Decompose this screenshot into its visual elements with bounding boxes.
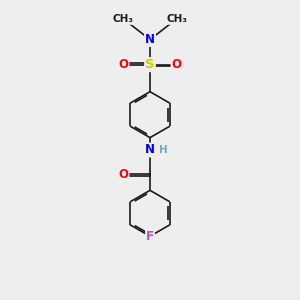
- Text: S: S: [145, 58, 155, 71]
- Text: O: O: [172, 58, 182, 71]
- Text: CH₃: CH₃: [166, 14, 187, 24]
- Text: CH₃: CH₃: [113, 14, 134, 24]
- Text: F: F: [146, 230, 154, 243]
- Text: O: O: [118, 168, 128, 181]
- Text: N: N: [145, 33, 155, 46]
- Text: H: H: [159, 145, 168, 155]
- Text: N: N: [145, 143, 155, 157]
- Text: O: O: [118, 58, 128, 71]
